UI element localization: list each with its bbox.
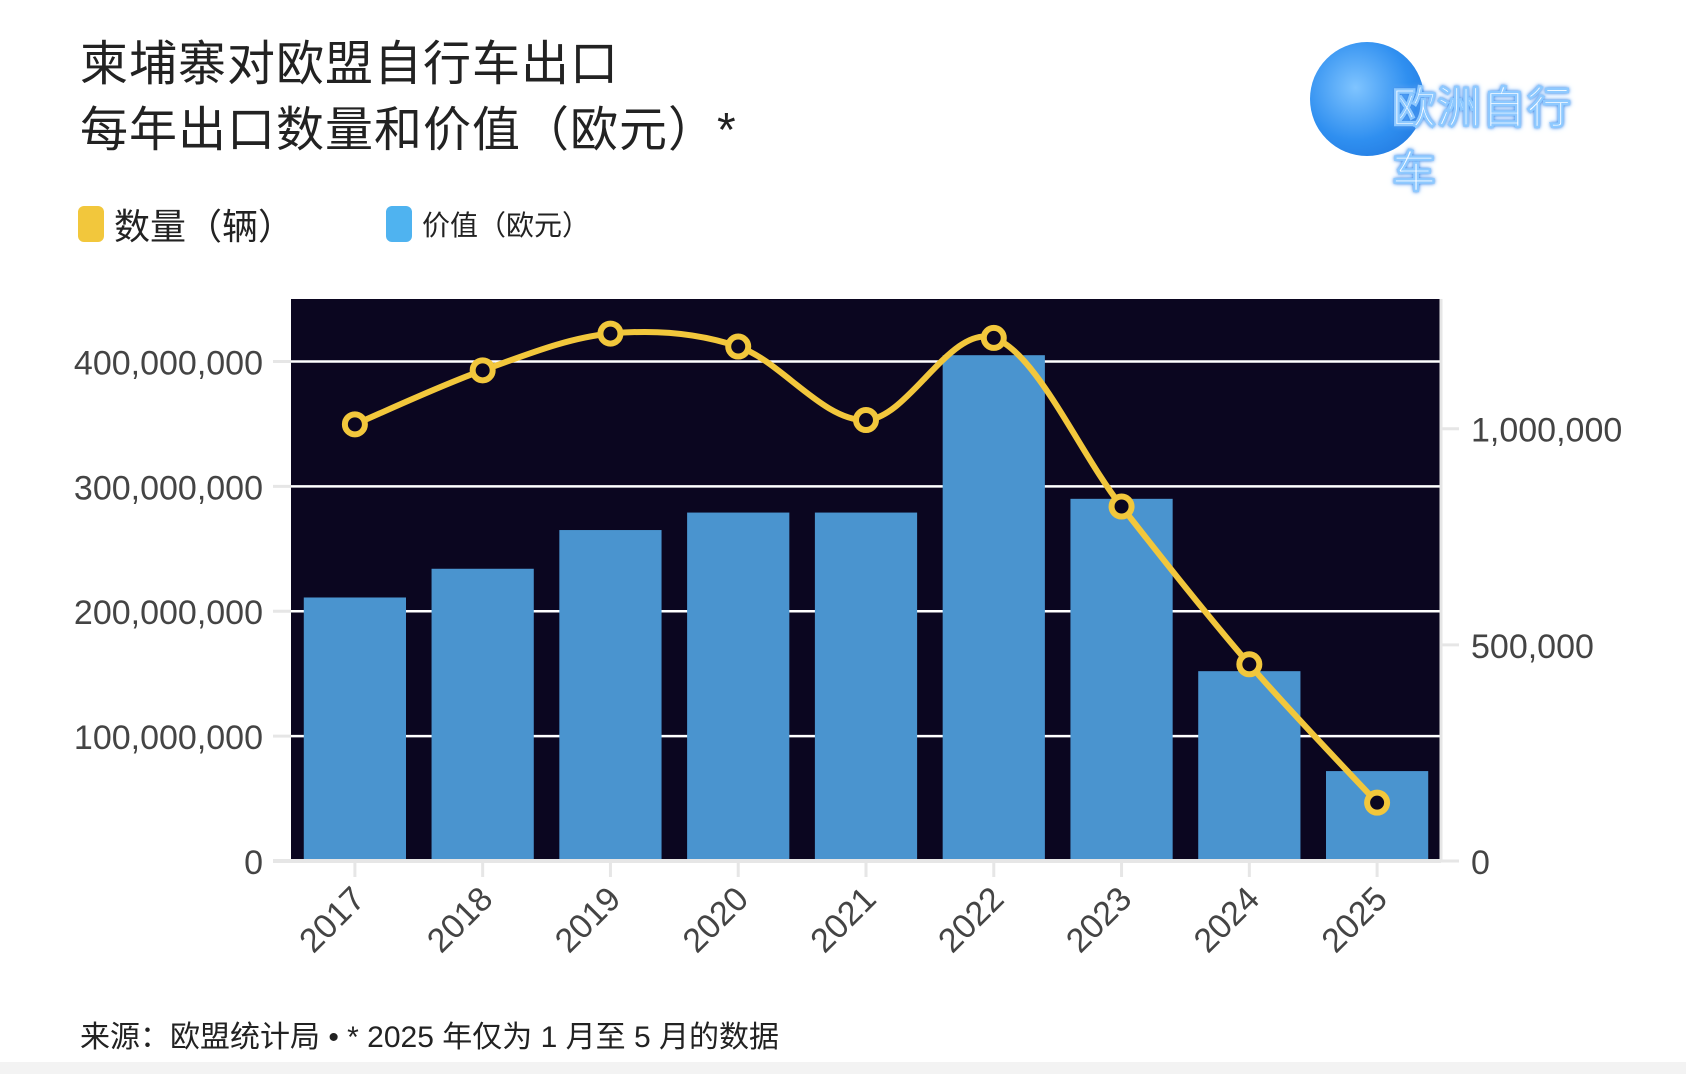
source-note: 来源：欧盟统计局 • * 2025 年仅为 1 月至 5 月的数据 [80,1021,779,1054]
bar-value-2019 [559,530,662,861]
chart-legend: 数量（辆） 价值（欧元） [78,198,590,250]
bar-value-2024 [1198,671,1301,861]
chart-title: 柬埔寨对欧盟自行车出口 [80,38,620,91]
line-quantity [353,328,1380,805]
bar-value-2023 [1070,498,1173,861]
point-quantity-2025 [1364,789,1391,816]
y-left-tick-label: 0 [244,844,263,882]
chart-title-block: 柬埔寨对欧盟自行车出口 每年出口数量和价值（欧元）* [80,32,737,164]
x-tick-label-2023: 2023 [1059,880,1139,960]
bar-value-2025 [1326,771,1429,861]
point-quantity-2018 [469,357,496,384]
point-quantity-2022 [980,324,1007,351]
x-tick-label-2020: 2020 [676,880,756,960]
point-quantity-2019 [597,320,624,347]
legend-item-quantity: 数量（辆） [78,198,294,250]
x-tick-label-2021: 2021 [803,880,883,960]
legend-item-value: 价值（欧元） [386,204,590,244]
bar-value-2021 [814,512,918,861]
x-tick-label-2017: 2017 [292,880,372,960]
x-tick-label-2025: 2025 [1314,880,1394,960]
y-left-tick-label: 300,000,000 [74,469,263,507]
legend-label-quantity: 数量（辆） [114,206,295,247]
x-tick-label-2019: 2019 [548,880,628,960]
y-left-tick-label: 200,000,000 [74,594,263,632]
y-left-tick-label: 100,000,000 [74,719,263,757]
logo-globe-icon [1310,42,1424,156]
legend-swatch-quantity [78,206,104,242]
chart-subtitle: 每年出口数量和价值（欧元）* [80,104,737,157]
brand-logo: 欧洲自行车 [1310,42,1610,198]
x-tick-label-2018: 2018 [420,880,500,960]
point-quantity-2020 [725,333,752,360]
x-tick-label-2024: 2024 [1187,880,1267,960]
bar-value-2020 [687,512,790,861]
y-right-tick-label: 0 [1471,844,1490,882]
bar-value-2022 [942,355,1045,861]
bar-value-2018 [431,568,534,861]
logo-text: 欧洲自行车 [1392,84,1572,198]
x-tick-label-2022: 2022 [931,880,1011,960]
y-right-tick-label: 1,000,000 [1471,412,1622,450]
legend-swatch-value [386,206,413,242]
point-quantity-2024 [1236,651,1263,678]
point-quantity-2021 [853,407,879,434]
legend-label-value: 价值（欧元） [422,210,591,241]
bar-value-2017 [303,597,406,861]
point-quantity-2023 [1108,493,1135,520]
y-left-tick-label: 400,000,000 [74,344,263,382]
y-right-tick-label: 500,000 [1471,628,1594,666]
point-quantity-2017 [341,411,368,438]
footer-bar [0,1062,1686,1074]
